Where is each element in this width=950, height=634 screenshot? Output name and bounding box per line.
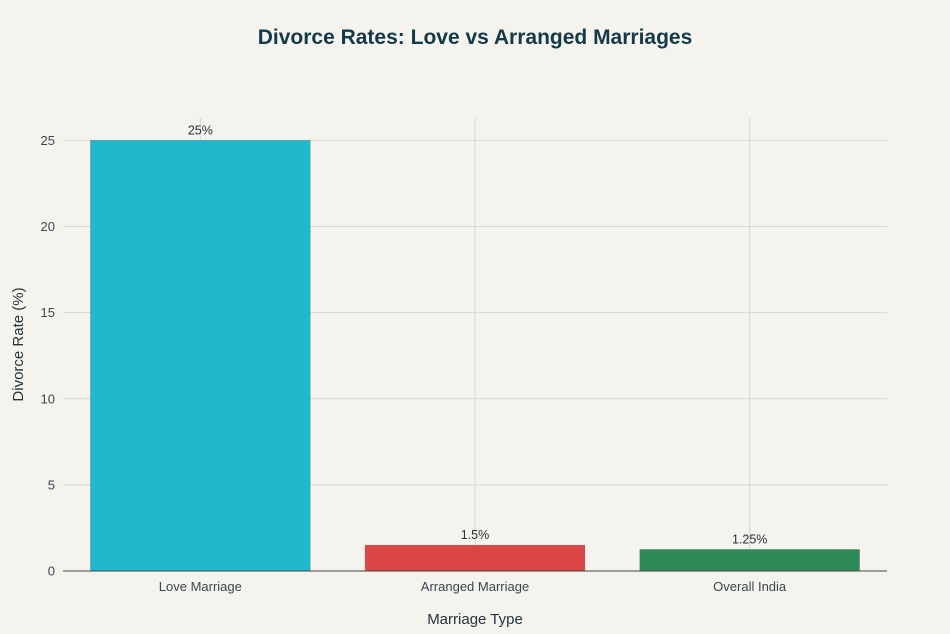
bar <box>90 140 311 572</box>
x-tick-label: Arranged Marriage <box>421 579 529 594</box>
y-tick-label: 25 <box>41 133 55 148</box>
y-tick-label: 15 <box>41 305 55 320</box>
bar <box>639 549 860 572</box>
y-tick-label: 0 <box>48 564 55 579</box>
data-label: 25% <box>188 123 213 137</box>
y-tick-label: 10 <box>41 391 55 406</box>
x-tick-label: Love Marriage <box>159 579 242 594</box>
y-tick-label: 20 <box>41 219 55 234</box>
y-axis-title: Divorce Rate (%) <box>10 287 27 401</box>
x-axis-title: Marriage Type <box>427 611 523 628</box>
bar <box>364 544 586 572</box>
data-label: 1.25% <box>732 532 767 546</box>
x-tick-label: Overall India <box>713 579 787 594</box>
data-label: 1.5% <box>461 528 490 542</box>
y-tick-label: 5 <box>48 477 55 492</box>
chart-title: Divorce Rates: Love vs Arranged Marriage… <box>257 26 693 49</box>
